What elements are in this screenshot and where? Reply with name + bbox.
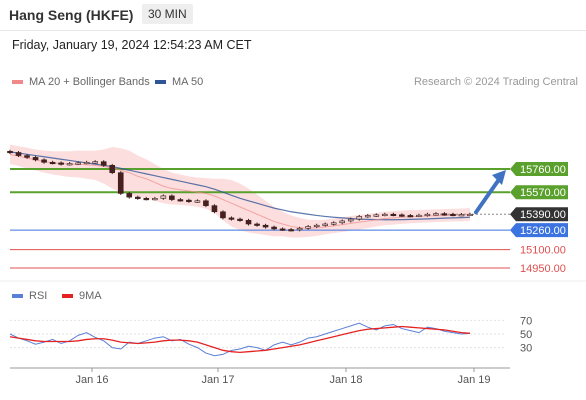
level-tag (510, 223, 568, 238)
rsi-tick-label: 70 (520, 315, 532, 327)
legend-ma20-label: MA 20 + Bollinger Bands (29, 76, 150, 88)
candle-body (41, 159, 47, 163)
rsi-tick-label: 30 (520, 343, 532, 355)
forecast-arrowhead (492, 170, 506, 185)
level-label: 15760.00 (520, 164, 566, 176)
candle-body (347, 218, 354, 222)
candle-body (450, 213, 456, 217)
candle-body (194, 200, 201, 203)
candle-body (186, 199, 192, 202)
level-label: 15100.00 (520, 245, 566, 257)
candle-body (279, 228, 286, 231)
candle-body (382, 213, 388, 217)
candle-body (15, 152, 22, 156)
level-label: 15260.00 (520, 225, 566, 237)
candle-body (305, 226, 311, 229)
level-label: 15390.00 (520, 209, 566, 221)
candle-body (228, 217, 235, 220)
candle-body (330, 222, 337, 225)
level-tag (510, 185, 568, 200)
legend-9ma: 9MA (62, 290, 102, 302)
header-bar: Hang Seng (HKFE) 30 MIN (0, 0, 586, 31)
legend-ma50-label: MA 50 (172, 76, 204, 88)
candle-body (169, 195, 175, 200)
candle-body (441, 213, 448, 216)
level-label: 15570.00 (520, 187, 566, 199)
candle-body (117, 172, 124, 194)
legend-rsi: RSI (12, 290, 47, 302)
candle-body (339, 220, 346, 224)
candle-body (49, 161, 56, 165)
candle-body (152, 198, 158, 201)
symbol-title: Hang Seng (HKFE) (9, 7, 134, 23)
ma9-swatch (62, 294, 73, 298)
candle-body (24, 155, 30, 158)
candle-body (220, 211, 226, 219)
candle-body (373, 214, 380, 217)
candle-body (254, 223, 260, 226)
candle-body (58, 162, 64, 165)
candle-body (313, 224, 320, 228)
candle-body (66, 163, 73, 166)
legend-ma50: MA 50 (155, 76, 203, 88)
candle-body (364, 215, 371, 218)
candle-body (92, 161, 98, 164)
candle-body (83, 161, 90, 165)
candle-body (271, 226, 277, 230)
legend-rsi-label: RSI (29, 290, 48, 302)
x-axis-label: Jan 19 (457, 374, 490, 386)
candle-body (177, 199, 184, 202)
candle-body (32, 157, 39, 161)
candle-body (126, 193, 133, 198)
rsi-tick-label: 50 (520, 329, 532, 341)
candle-body (262, 224, 269, 228)
ma20-line (9, 153, 471, 229)
candle-body (467, 213, 473, 217)
forecast-arrow (474, 176, 502, 215)
candle-body (100, 161, 107, 166)
candle-body (390, 213, 397, 217)
x-axis-label: Jan 17 (201, 374, 234, 386)
timeframe-badge[interactable]: 30 MIN (142, 4, 193, 24)
candle-body (245, 220, 252, 225)
rsi-line (9, 322, 471, 357)
ma50-swatch (155, 80, 166, 84)
legend-ma20: MA 20 + Bollinger Bands (12, 76, 150, 88)
timestamp: Friday, January 19, 2024 12:54:23 AM CET (12, 38, 252, 52)
bollinger-band (10, 144, 470, 238)
candle-body (237, 218, 243, 221)
candle-body (7, 150, 13, 154)
candle-body (160, 195, 167, 199)
research-credit: Research © 2024 Trading Central (413, 76, 578, 88)
level-tag (510, 162, 568, 176)
legend-9ma-label: 9MA (79, 290, 102, 302)
candle-body (407, 215, 414, 218)
candle-body (433, 213, 439, 216)
level-label: 14950.00 (520, 263, 566, 275)
candle-body (424, 213, 431, 217)
ma20-swatch (12, 80, 23, 84)
candle-body (416, 214, 422, 217)
candle-body (211, 205, 218, 213)
x-axis-label: Jan 18 (329, 374, 362, 386)
candle-body (399, 214, 405, 217)
candle-body (143, 198, 150, 201)
candle-body (288, 229, 294, 232)
rsi-swatch (12, 294, 23, 298)
candle-body (458, 214, 465, 217)
candle-body (75, 162, 81, 165)
candle-body (356, 216, 363, 220)
rsi-9ma-line (9, 325, 471, 354)
candle-body (134, 196, 141, 199)
x-axis-label: Jan 16 (75, 374, 108, 386)
candle-body (109, 165, 116, 173)
level-tag (510, 207, 568, 222)
candle-body (322, 223, 328, 226)
candle-body (203, 200, 209, 206)
candle-body (296, 227, 303, 231)
